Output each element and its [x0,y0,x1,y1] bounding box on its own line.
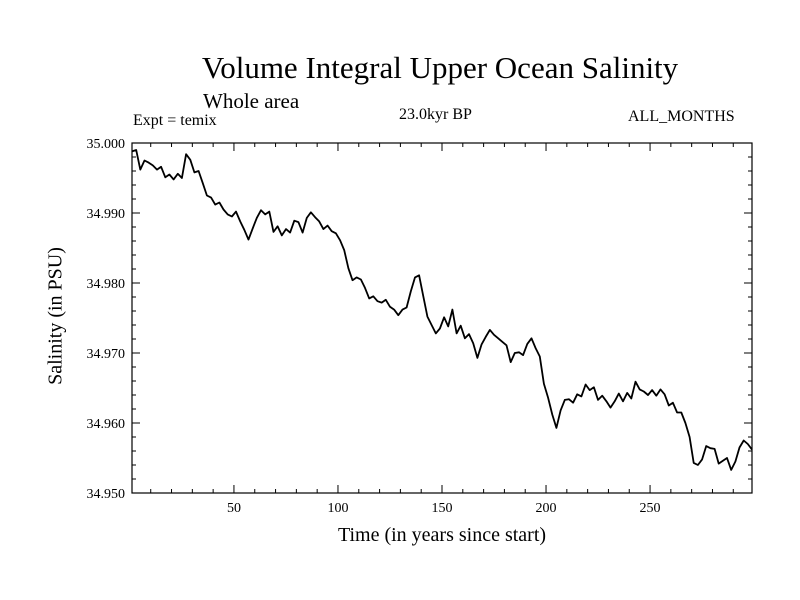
chart-subtitle: Whole area [203,89,300,113]
chart-title: Volume Integral Upper Ocean Salinity [201,50,679,85]
months-label: ALL_MONTHS [628,108,735,125]
y-tick-label: 34.980 [87,277,126,292]
y-tick-label: 34.950 [87,487,126,502]
x-axis-label: Time (in years since start) [337,524,547,546]
x-tick-label: 250 [640,501,661,516]
series-line [131,149,753,471]
x-tick-label: 200 [536,501,557,516]
y-tick-label: 34.960 [87,417,126,432]
y-tick-label: 34.990 [87,207,126,222]
x-tick-label: 150 [432,501,453,516]
y-tick-label: 35.000 [87,137,126,152]
experiment-label: Expt = temix [133,112,217,129]
plot-frame [131,142,753,494]
y-axis-label: Salinity (in PSU) [44,247,67,385]
plot-area: 50 100 150 200 250 34.950 34.960 34.970 34.980 34… [87,137,753,516]
x-tick-label: 50 [227,501,241,516]
x-tick-label: 100 [327,501,348,516]
period-label: 23.0kyr BP [399,106,472,123]
y-tick-label: 34.970 [87,347,126,362]
